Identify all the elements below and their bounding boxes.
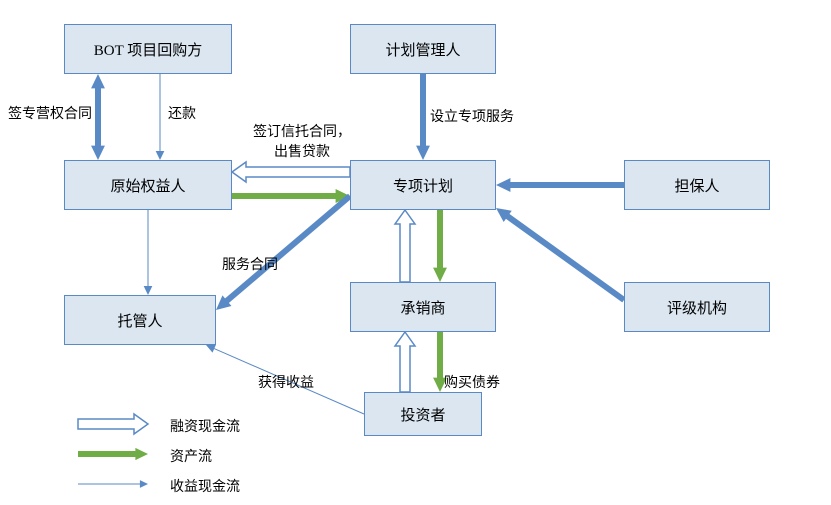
label-buy: 购买债券 bbox=[444, 372, 500, 392]
label-repay: 还款 bbox=[168, 103, 196, 123]
label-trust: 签订信托合同， 出售贷款 bbox=[253, 121, 351, 161]
node-plan: 专项计划 bbox=[350, 160, 496, 210]
legend-financing_hollow: 融资现金流 bbox=[170, 416, 240, 436]
label-setup: 设立专项服务 bbox=[430, 106, 514, 126]
node-guar: 担保人 bbox=[624, 160, 770, 210]
diagram-stage: BOT 项目回购方 计划管理人原始权益人 专项计划 担保人托管人 承销商 评级机构投资者 签… bbox=[0, 0, 831, 505]
node-cust: 托管人 bbox=[64, 295, 216, 345]
legend-return_thin: 收益现金流 bbox=[170, 476, 240, 496]
node-under: 承销商 bbox=[350, 282, 496, 332]
node-invest: 投资者 bbox=[364, 392, 482, 436]
legend-asset_heavy: 资产流 bbox=[170, 446, 212, 466]
node-orig: 原始权益人 bbox=[64, 160, 232, 210]
node-bot: BOT 项目回购方 bbox=[64, 24, 232, 74]
label-sign_op: 签专营权合同 bbox=[8, 103, 92, 123]
node-rating: 评级机构 bbox=[624, 282, 770, 332]
label-gain: 获得收益 bbox=[258, 372, 314, 392]
label-service: 服务合同 bbox=[222, 254, 278, 274]
node-mgr: 计划管理人 bbox=[350, 24, 496, 74]
